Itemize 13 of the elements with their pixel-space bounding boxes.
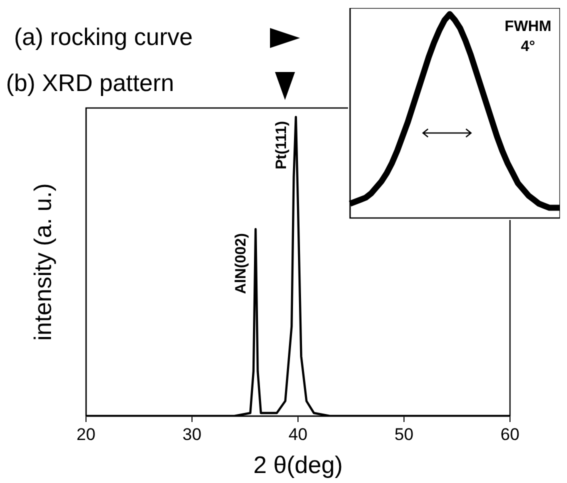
y-axis-title: intensity (a. u.) [30, 183, 58, 341]
x-tick-label: 40 [288, 424, 308, 444]
text: (a) rocking curve [14, 24, 193, 52]
annotation: Pt(111) [273, 120, 290, 170]
text: (b) XRD pattern [6, 70, 174, 98]
x-tick-label: 20 [76, 424, 96, 444]
annotation: AlN(002) [232, 233, 250, 294]
x-axis-title: 2 θ(deg) [253, 452, 343, 480]
annotation: FWHM [504, 18, 552, 35]
x-tick-label: 50 [394, 424, 414, 444]
x-tick-label: 60 [500, 424, 520, 444]
annotation: 4° [520, 38, 536, 55]
x-tick-label: 30 [182, 424, 202, 444]
